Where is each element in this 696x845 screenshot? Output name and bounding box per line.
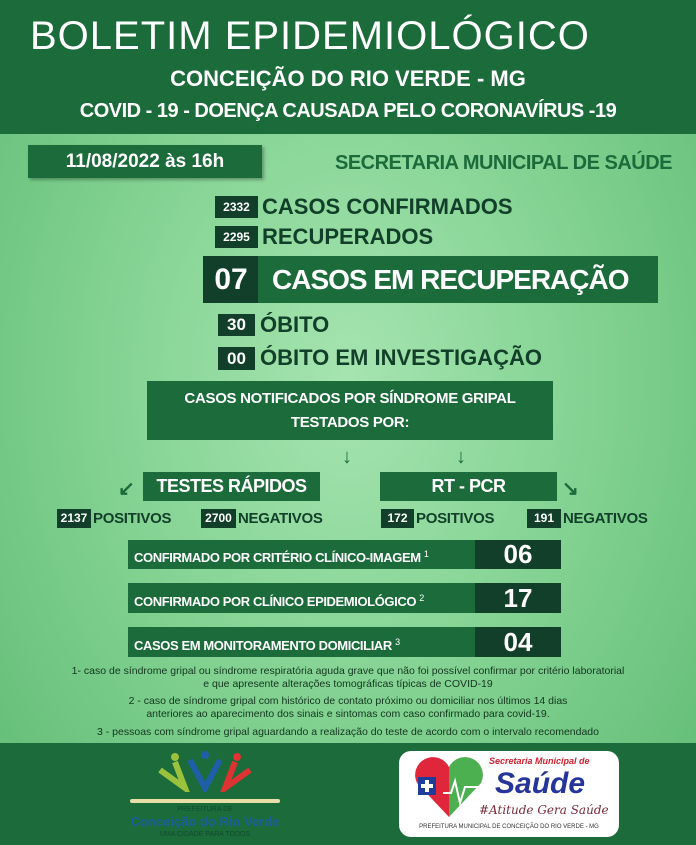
pcr-negativos-value: 191 bbox=[527, 509, 561, 528]
tr-negativos-value: 2700 bbox=[201, 509, 236, 528]
confirmacao-row: CASOS EM MONITORAMENTO DOMICILIAR 3 bbox=[128, 627, 476, 657]
em-recuperacao-label: CASOS EM RECUPERAÇÃO bbox=[258, 256, 658, 303]
curved-arrow-icon: ↘ bbox=[562, 478, 579, 500]
down-arrow-icon: ↓ bbox=[342, 446, 352, 468]
curved-arrow-icon: ↙ bbox=[118, 478, 135, 500]
pcr-positivos-value: 172 bbox=[381, 509, 414, 528]
prefeitura-logo: PREFEITURA DE Conceição do Rio Verde UMA… bbox=[120, 750, 290, 840]
footnote-2: 2 - caso de síndrome gripal com históric… bbox=[128, 695, 568, 720]
obito-investigacao-label: ÓBITO EM INVESTIGAÇÃO bbox=[260, 345, 542, 370]
confirmacao-value: 17 bbox=[475, 583, 561, 613]
confirmados-value: 2332 bbox=[215, 196, 258, 218]
confirmados-label: CASOS CONFIRMADOS bbox=[262, 194, 513, 219]
tr-negativos-label: NEGATIVOS bbox=[238, 510, 323, 527]
confirmacao-value: 06 bbox=[475, 540, 561, 569]
date-badge: 11/08/2022 às 16h bbox=[28, 145, 262, 178]
footnote-3: 3 - pessoas com síndrome gripal aguardan… bbox=[97, 726, 599, 738]
tr-positivos-value: 2137 bbox=[57, 509, 91, 528]
notificados-box: CASOS NOTIFICADOS POR SÍNDROME GRIPAL TE… bbox=[147, 381, 553, 440]
heart-logo-icon bbox=[415, 757, 483, 817]
confirmacao-value: 04 bbox=[475, 627, 561, 657]
city-subtitle: CONCEIÇÃO DO RIO VERDE - MG bbox=[170, 66, 526, 91]
confirmacao-row: CONFIRMADO POR CLÍNICO EPIDEMIOLÓGICO 2 bbox=[128, 583, 476, 613]
em-recuperacao-value: 07 bbox=[203, 256, 259, 303]
secretaria-label: SECRETARIA MUNICIPAL DE SAÚDE bbox=[334, 152, 673, 174]
people-logo-icon bbox=[158, 751, 252, 797]
header-banner bbox=[0, 0, 696, 134]
footnote-1: 1- caso de síndrome gripal ou síndrome r… bbox=[71, 665, 625, 690]
tr-positivos-label: POSITIVOS bbox=[93, 510, 172, 527]
testes-rapidos-header: TESTES RÁPIDOS bbox=[143, 472, 320, 501]
rt-pcr-header: RT - PCR bbox=[380, 472, 557, 501]
page-title: BOLETIM EPIDEMIOLÓGICO bbox=[30, 14, 590, 58]
obito-value: 30 bbox=[218, 314, 255, 336]
obito-label: ÓBITO bbox=[260, 312, 330, 337]
recuperados-label: RECUPERADOS bbox=[262, 224, 434, 249]
pcr-negativos-label: NEGATIVOS bbox=[563, 510, 648, 527]
confirmacao-row: CONFIRMADO POR CRITÉRIO CLÍNICO-IMAGEM 1 bbox=[128, 540, 476, 569]
down-arrow-icon: ↓ bbox=[456, 446, 466, 468]
pcr-positivos-label: POSITIVOS bbox=[416, 510, 495, 527]
recuperados-value: 2295 bbox=[215, 226, 258, 248]
disease-subtitle: COVID - 19 - DOENÇA CAUSADA PELO CORONAV… bbox=[79, 100, 617, 122]
obito-investigacao-value: 00 bbox=[218, 347, 255, 370]
saude-logo: Secretaria Municipal de Saúde #Atitude G… bbox=[399, 751, 619, 837]
